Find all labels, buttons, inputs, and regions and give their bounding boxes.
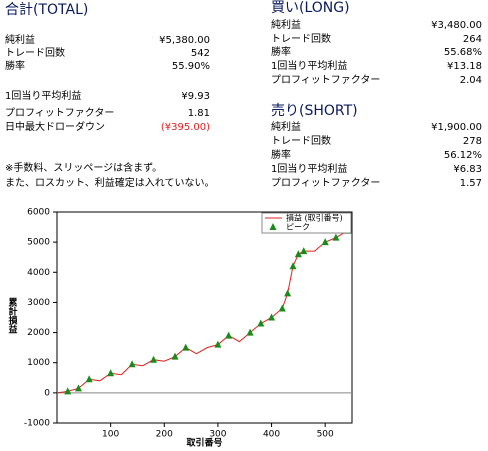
stat-value: 1.81 [188,108,210,119]
peak-marker [214,340,222,348]
stat-label: 1回当り平均利益 [5,89,81,102]
y-tick-label: 0 [44,388,50,398]
stat-value: 56.12% [444,150,482,161]
stat-value: 1.57 [460,178,482,189]
stat-label: 純利益 [271,18,301,31]
legend-box [261,212,352,234]
legend-label: 損益 (取引番号) [286,213,343,223]
section-title: 合計(TOTAL) [5,2,88,18]
peak-marker [171,352,179,360]
peak-marker [332,233,340,241]
y-tick-label: 3000 [27,298,50,308]
stat-value: 55.68% [444,47,482,58]
section-title: 買い(LONG) [271,0,350,16]
x-tick-label: 200 [156,430,173,440]
y-tick-label: -1000 [24,419,50,429]
peak-marker [321,238,329,246]
stat-label: 勝率 [5,59,25,72]
peak-marker [278,304,286,312]
stat-label: プロフィットファクター [271,74,380,86]
stat-value: 278 [463,136,482,147]
note: また、ロスカット、利益確定は入れていない。 [5,176,215,189]
legend-swatch [269,223,277,230]
stat-label: 純利益 [271,120,301,133]
y-tick-label: 1000 [27,358,50,368]
stat-label: 勝率 [271,45,291,58]
stat-value: 55.90% [172,61,210,72]
peak-marker [128,360,136,368]
peak-marker [257,319,265,327]
stat-label: 純利益 [5,33,35,46]
stat-value: 264 [463,34,482,45]
x-tick-label: 500 [317,430,334,440]
y-tick-label: 5000 [27,238,50,248]
stat-label: 1回当り平均利益 [271,59,347,72]
note: ※手数料、スリッページは含まず。 [5,161,162,174]
stat-label: 日中最大ドローダウン [5,120,105,133]
peak-marker [107,369,115,377]
peak-marker [225,331,233,339]
x-tick-label: 300 [209,430,226,440]
legend-label: ピーク [286,223,310,232]
y-tick-label: 4000 [27,268,50,278]
peak-marker [150,355,158,363]
stat-value: ¥9.93 [181,91,210,102]
y-tick-label: 2000 [27,328,50,338]
stat-value: ¥3,480.00 [431,20,482,31]
stat-label: 勝率 [271,148,291,161]
stat-label: プロフィットファクター [5,107,114,119]
stat-value: ¥5,380.00 [159,35,210,46]
stat-value: 542 [191,48,210,59]
section-title: 売り(SHORT) [271,103,358,119]
stat-label: トレード回数 [271,32,331,45]
peak-marker [74,384,82,392]
stat-label: プロフィットファクター [271,177,380,189]
peak-marker [268,313,276,321]
peak-marker [284,289,292,297]
peak-marker [182,343,190,351]
peak-marker [300,247,308,255]
stat-value: ¥1,900.00 [431,122,482,133]
peak-marker [85,375,93,383]
peak-marker [64,387,72,395]
stat-value: ¥6.83 [453,164,482,175]
y-tick-label: 6000 [27,208,50,218]
x-tick-label: 100 [102,430,119,440]
stat-label: 1回当り平均利益 [271,162,347,175]
stat-label: トレード回数 [271,134,331,147]
stat-label: トレード回数 [5,46,65,59]
stat-value: (¥395.00) [161,122,210,133]
peak-marker [246,328,254,336]
peak-marker [289,262,297,270]
x-tick-label: 400 [263,430,280,440]
stat-value: ¥13.18 [447,61,482,72]
plot-frame [56,211,353,424]
x-axis-label: 取引番号 [186,437,222,449]
peak-marker [294,250,302,258]
stat-value: 2.04 [460,75,482,86]
y-axis-label: 累計損益 [7,296,18,333]
